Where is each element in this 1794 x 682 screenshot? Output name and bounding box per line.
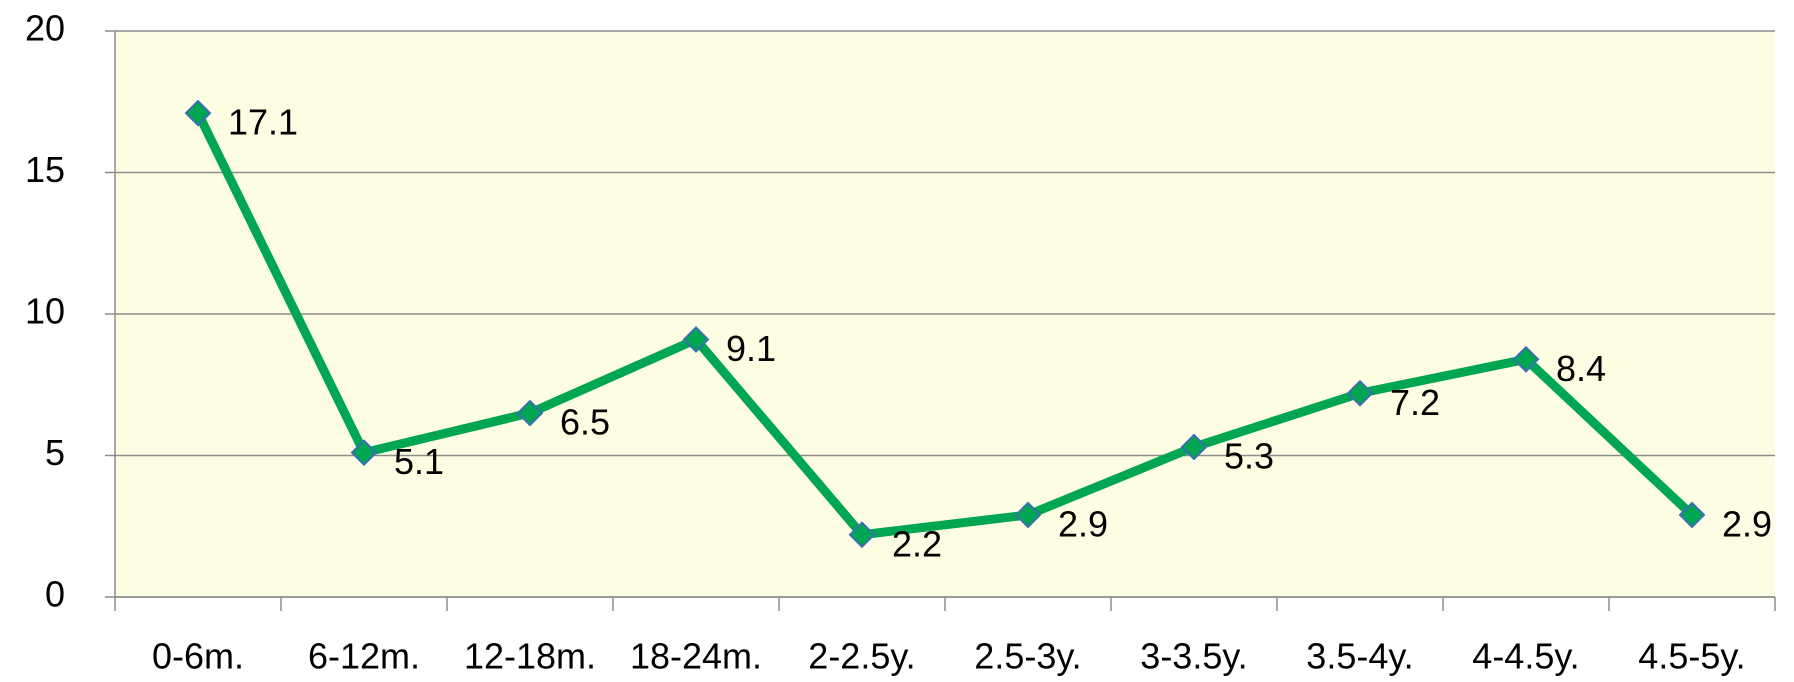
data-marker [848,521,876,549]
data-label: 2.2 [892,523,942,564]
data-label: 9.1 [726,328,776,369]
data-marker [682,326,710,353]
x-tick-label: 3.5-4y. [1306,636,1413,677]
data-marker [1180,433,1208,461]
y-tick-label: 20 [25,8,65,49]
y-tick-label: 15 [25,149,65,190]
x-tick-label: 0-6m. [152,636,244,677]
x-tick-label: 4-4.5y. [1472,636,1579,677]
data-line [193,111,1696,540]
data-label: 5.3 [1224,436,1274,477]
data-label: 2.9 [1722,503,1772,544]
data-label: 17.1 [228,102,298,143]
y-tick-label: 0 [45,574,65,615]
x-tick-label: 18-24m. [630,636,762,677]
data-label: 7.2 [1390,382,1440,423]
x-tick-label: 6-12m. [308,636,420,677]
data-label: 2.9 [1058,503,1108,544]
data-marker [350,439,378,467]
data-label: 8.4 [1556,348,1606,389]
y-tick-label: 5 [45,432,65,473]
data-marker [1014,501,1042,529]
data-marker [184,99,212,127]
x-tick-label: 12-18m. [464,636,596,677]
data-marker [1512,345,1540,373]
data-label: 5.1 [394,441,444,482]
data-label: 6.5 [560,402,610,443]
data-marker [1346,379,1374,407]
x-tick-label: 4.5-5y. [1638,636,1745,677]
data-marker [1678,501,1706,529]
y-tick-label: 10 [25,291,65,332]
data-marker [516,399,544,427]
x-tick-label: 2.5-3y. [974,636,1081,677]
x-tick-label: 2-2.5y. [808,636,915,677]
x-tick-label: 3-3.5y. [1140,636,1247,677]
